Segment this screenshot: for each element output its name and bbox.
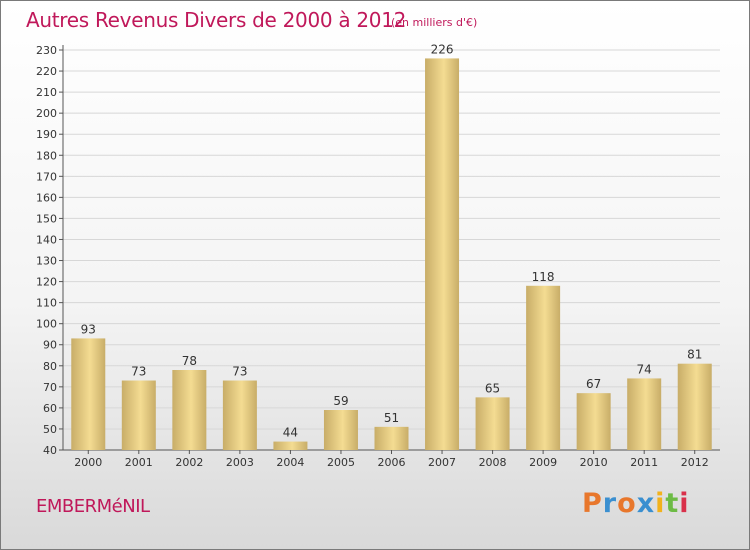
chart-title: Autres Revenus Divers de 2000 à 2012 [26, 8, 407, 32]
x-tick-label: 2000 [74, 456, 102, 469]
x-tick-label: 2011 [630, 456, 658, 469]
data-label: 74 [637, 362, 652, 376]
bar [71, 338, 106, 450]
bar [273, 441, 308, 450]
x-tick-label: 2009 [529, 456, 557, 469]
y-tick-label: 70 [43, 381, 57, 394]
logo-letter: x [636, 488, 656, 519]
y-tick-label: 130 [36, 255, 57, 268]
data-label: 59 [333, 394, 348, 408]
y-tick-label: 100 [36, 318, 57, 331]
proxiti-logo: Proxiti [582, 488, 690, 519]
bar [475, 397, 510, 450]
y-tick-label: 140 [36, 233, 57, 246]
bar [374, 426, 409, 450]
data-label: 51 [384, 411, 399, 425]
y-tick-label: 200 [36, 107, 57, 120]
x-tick-label: 2007 [428, 456, 456, 469]
y-tick-label: 180 [36, 149, 57, 162]
logo-letter: t [665, 488, 680, 519]
y-tick-label: 220 [36, 65, 57, 78]
x-axis-ticks: 2000 2001 2002 2003 2004 2005 2006 2007 2008 2009… [74, 450, 709, 469]
logo-letter: o [617, 488, 637, 519]
bar [121, 380, 156, 450]
y-tick-label: 210 [36, 86, 57, 99]
y-tick-label: 120 [36, 276, 57, 289]
data-label: 118 [532, 270, 555, 284]
x-tick-label: 2003 [226, 456, 254, 469]
bar [425, 58, 460, 450]
y-tick-label: 110 [36, 297, 57, 310]
grid-lines [63, 49, 720, 451]
x-tick-label: 2006 [378, 456, 406, 469]
data-label: 81 [687, 348, 702, 362]
data-label: 44 [283, 426, 298, 440]
y-tick-label: 80 [43, 360, 57, 373]
data-label: 226 [431, 42, 454, 56]
x-tick-label: 2005 [327, 456, 355, 469]
bar [627, 378, 662, 450]
axes [62, 45, 720, 451]
chart-subtitle: (en milliers d'€) [391, 16, 478, 29]
x-tick-label: 2010 [580, 456, 608, 469]
data-label: 78 [182, 354, 197, 368]
data-label: 73 [131, 365, 146, 379]
x-tick-label: 2001 [125, 456, 153, 469]
y-tick-label: 230 [36, 44, 57, 57]
y-tick-label: 170 [36, 170, 57, 183]
y-tick-label: 150 [36, 212, 57, 225]
data-label: 93 [81, 322, 96, 336]
data-label: 73 [232, 365, 247, 379]
bar [677, 363, 712, 450]
x-tick-label: 2008 [479, 456, 507, 469]
data-label: 67 [586, 377, 601, 391]
bar [526, 285, 561, 450]
logo-letter: i [655, 488, 666, 519]
bar [323, 410, 358, 450]
y-tick-label: 90 [43, 339, 57, 352]
x-tick-label: 2004 [276, 456, 304, 469]
x-tick-label: 2012 [681, 456, 709, 469]
y-tick-label: 190 [36, 128, 57, 141]
y-tick-label: 50 [43, 423, 57, 436]
data-label: 65 [485, 381, 500, 395]
y-tick-label: 60 [43, 402, 57, 415]
bar [222, 380, 257, 450]
y-tick-label: 160 [36, 191, 57, 204]
data-labels: 93 73 78 73 44 59 51 226 65 118 67 74 81 [81, 42, 703, 439]
commune-name: EMBERMéNIL [36, 496, 150, 517]
logo-letter: P [582, 488, 603, 519]
bars [71, 58, 712, 450]
y-axis-ticks: 40 50 60 70 80 90 100 110 120 130 140 150 160 170 180 1… [36, 44, 63, 457]
x-tick-label: 2002 [175, 456, 203, 469]
bar [172, 370, 207, 450]
logo-letter: i [679, 488, 690, 519]
logo-letter: r [602, 488, 618, 519]
bar [576, 393, 611, 450]
y-tick-label: 40 [43, 444, 57, 457]
